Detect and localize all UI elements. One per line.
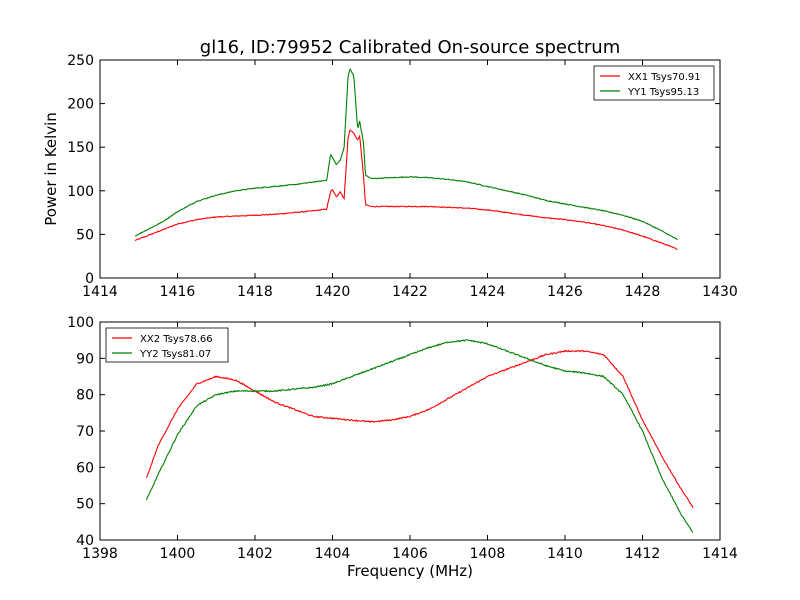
- legend-box: [593, 65, 715, 101]
- series-line-1-2: [134, 68, 678, 241]
- series-line-2-2: [145, 339, 694, 533]
- plots-container: 1414 1416 1418 1420 1422 1424 1426 1428 14300501…: [42, 53, 738, 580]
- x-tick-label: 1410: [547, 546, 583, 562]
- x-tick-label: 1400: [160, 546, 196, 562]
- y-tick-label: 40: [76, 533, 94, 549]
- legend-label: YY2 Tsys81.07: [139, 349, 211, 360]
- figure-title: gl16, ID:79952 Calibrated On-source spec…: [200, 37, 620, 58]
- y-tick-label: 50: [76, 227, 94, 243]
- legend-2: XX2 Tsys78.66 YY2 Tsys81.07: [105, 327, 229, 363]
- legend-1: XX1 Tsys70.91 YY1 Tsys95.13: [593, 65, 715, 101]
- y-tick-label: 0: [85, 271, 94, 287]
- y-tick-label: 100: [67, 184, 94, 200]
- x-tick-label: 1412: [625, 546, 661, 562]
- x-tick-label: 1420: [315, 284, 351, 300]
- x-tick-label: 1426: [547, 284, 583, 300]
- y-tick-label: 150: [67, 140, 94, 156]
- y-axis-label: Power in Kelvin: [42, 112, 60, 226]
- x-axis-label: Frequency (MHz): [347, 562, 473, 580]
- x-tick-label: 1398: [82, 546, 118, 562]
- plot-1: 1414 1416 1418 1420 1422 1424 1426 1428 1430 0 50 1…: [42, 53, 738, 300]
- legend-label: XX2 Tsys78.66: [140, 334, 213, 345]
- x-tick-label: 1424: [470, 284, 506, 300]
- x-tick-label: 1414: [82, 284, 118, 300]
- legend-label: XX1 Tsys70.91: [628, 72, 701, 83]
- y-tick-label: 70: [76, 424, 94, 440]
- y-tick-label: 60: [76, 460, 94, 476]
- y-tick-label: 90: [76, 351, 94, 367]
- y-tick-label: 50: [76, 497, 94, 513]
- y-tick-label: 200: [67, 97, 94, 113]
- legend-box: [105, 327, 229, 363]
- x-tick-label: 1416: [160, 284, 196, 300]
- x-tick-label: 1402: [237, 546, 273, 562]
- x-tick-label: 1408: [470, 546, 506, 562]
- y-tick-label: 250: [67, 53, 94, 69]
- series-line-2-1: [145, 349, 694, 508]
- x-tick-label: 1414: [702, 546, 738, 562]
- x-tick-label: 1406: [392, 546, 428, 562]
- x-tick-label: 1430: [702, 284, 738, 300]
- legend-label: YY1 Tsys95.13: [627, 87, 699, 98]
- y-tick-label: 80: [76, 388, 94, 404]
- series-line-1-1: [134, 129, 678, 251]
- x-tick-label: 1422: [392, 284, 428, 300]
- x-tick-label: 1404: [315, 546, 351, 562]
- x-tick-label: 1428: [625, 284, 661, 300]
- y-tick-label: 100: [67, 315, 94, 331]
- plot-2: 1398 1400 1402 1404 1406 1408 1410 1412 1414 40 50…: [67, 315, 738, 580]
- x-tick-label: 1418: [237, 284, 273, 300]
